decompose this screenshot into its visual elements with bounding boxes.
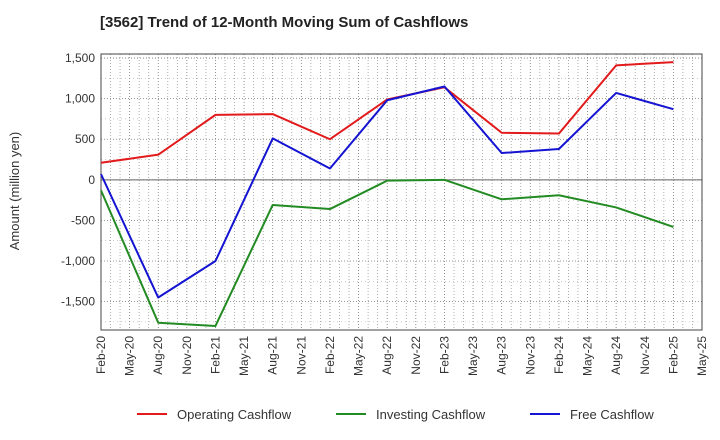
y-tick-label: -500	[71, 213, 95, 227]
x-tick-label: Aug-24	[609, 336, 623, 375]
y-tick-label: 0	[88, 173, 95, 187]
y-tick-label: -1,000	[61, 254, 95, 268]
y-tick-label: 500	[75, 132, 95, 146]
series-lines	[100, 61, 674, 327]
x-tick-label: Aug-22	[380, 336, 394, 375]
plot-area	[101, 54, 702, 330]
x-tick-label: Feb-23	[437, 336, 451, 374]
x-tick-label: Nov-23	[523, 336, 537, 375]
x-tick-label: Feb-24	[552, 336, 566, 374]
x-tick-label: May-24	[581, 336, 595, 376]
legend-label: Operating Cashflow	[177, 407, 292, 422]
chart-title: [3562] Trend of 12-Month Moving Sum of C…	[100, 14, 469, 31]
x-tick-label: Feb-21	[208, 336, 222, 374]
legend-label: Free Cashflow	[570, 407, 654, 422]
y-tick-label: 1,500	[65, 51, 95, 65]
legend: Operating Cashflow Investing Cashflow Free…	[137, 407, 654, 422]
grid-lines	[100, 54, 703, 330]
x-tick-label: Feb-22	[323, 336, 337, 374]
x-tick-label: May-20	[123, 336, 137, 376]
x-tick-label: Aug-21	[266, 336, 280, 375]
x-tick-label: Nov-24	[638, 336, 652, 375]
y-axis-label: Amount (million yen)	[7, 132, 22, 251]
x-tick-label: Nov-22	[409, 336, 423, 375]
legend-label: Investing Cashflow	[376, 407, 486, 422]
x-tick-label: Nov-20	[180, 336, 194, 375]
x-tick-label: Feb-20	[94, 336, 108, 374]
tick-labels: 1,500 1,000 500 0 -500 -1,000 -1,500 Feb-20 May-…	[61, 51, 709, 376]
x-tick-label: May-25	[695, 336, 709, 376]
x-tick-label: May-22	[352, 336, 366, 376]
x-tick-label: Feb-25	[666, 336, 680, 374]
x-tick-label: Aug-23	[495, 336, 509, 375]
y-tick-label: -1,500	[61, 295, 95, 309]
x-tick-label: May-23	[466, 336, 480, 376]
x-tick-label: May-21	[237, 336, 251, 376]
x-tick-label: Aug-20	[151, 336, 165, 375]
y-tick-label: 1,000	[65, 92, 95, 106]
x-tick-label: Nov-21	[294, 336, 308, 375]
